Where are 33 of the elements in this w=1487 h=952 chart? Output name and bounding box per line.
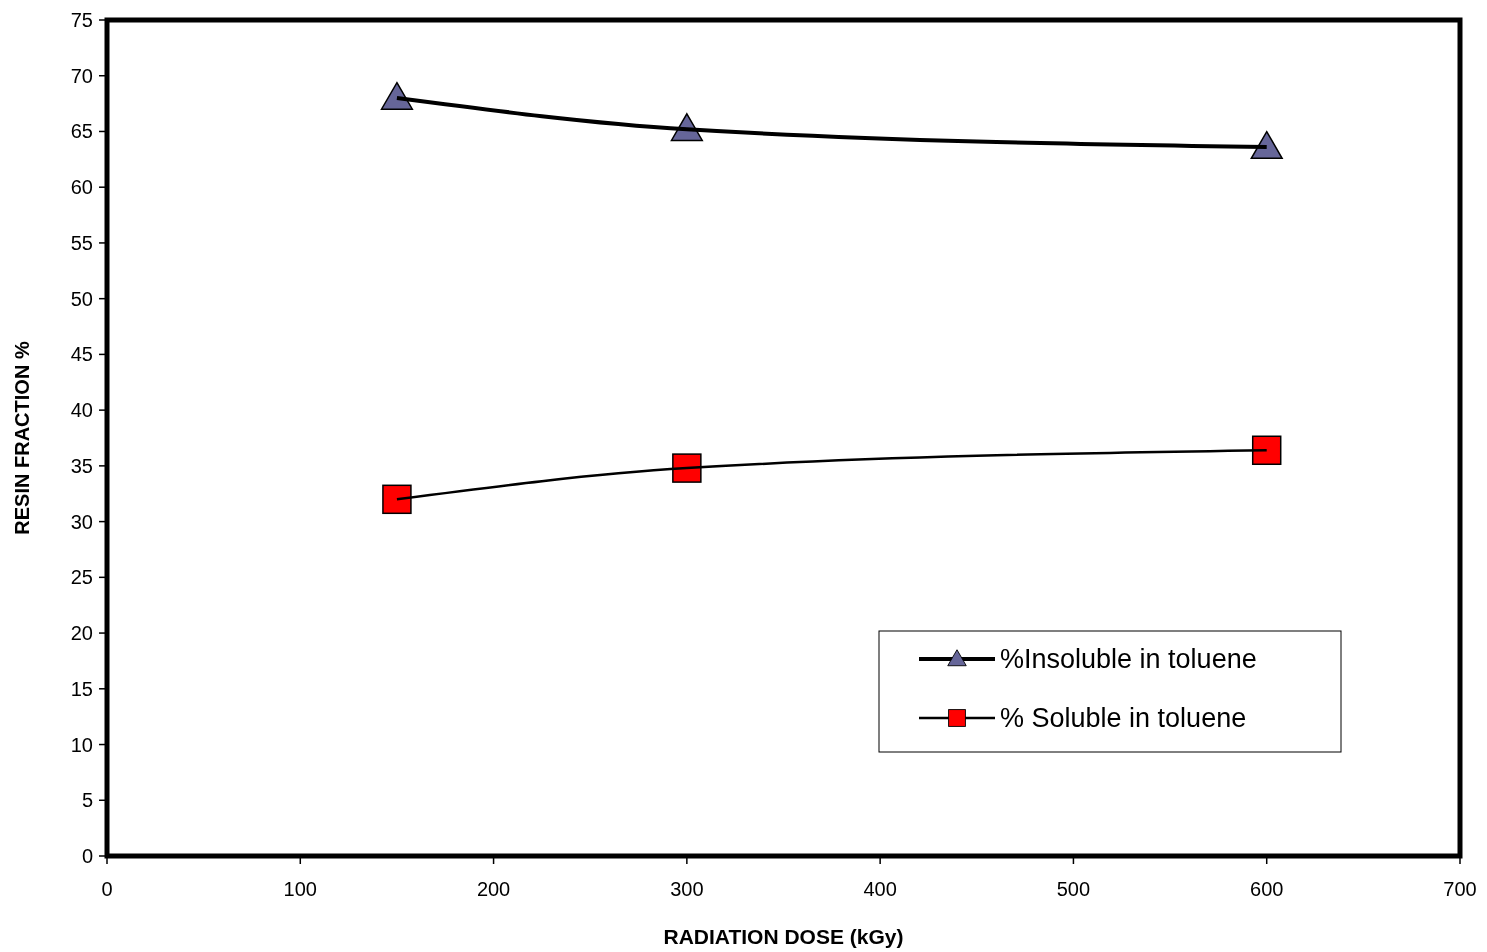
x-tick-label: 600	[1250, 878, 1284, 900]
y-tick-label: 20	[70, 622, 93, 645]
y-tick-label: 60	[70, 176, 93, 199]
x-tick-label: 300	[670, 878, 704, 900]
x-tick-label: 700	[1443, 878, 1477, 900]
y-tick-label: 70	[70, 64, 93, 87]
point	[672, 453, 702, 483]
y-tick-label: 35	[70, 454, 93, 477]
x-axis-title: RADIATION DOSE (kGy)	[663, 925, 904, 948]
point	[382, 484, 412, 515]
y-tick-label: 65	[70, 120, 93, 143]
y-tick-label: 25	[70, 566, 93, 589]
y-tick-label: 40	[70, 399, 93, 422]
point	[380, 81, 414, 110]
x-tick-label: 200	[476, 878, 511, 900]
legend-label: %Insoluble in toluene	[1000, 644, 1257, 675]
point	[1251, 435, 1282, 466]
y-tick-label: 45	[70, 343, 93, 366]
y-tick-label: 15	[70, 677, 93, 700]
y-axis-title: RESIN FRACTION %	[11, 341, 33, 535]
x-tick-label: 100	[283, 878, 317, 900]
legend-label: % Soluble in toluene	[1000, 703, 1247, 734]
y-tick-label: 30	[70, 510, 93, 533]
y-tick-label: 55	[70, 231, 93, 254]
y-tick-label: 10	[70, 733, 93, 756]
x-tick-label: 400	[863, 878, 897, 900]
y-tick-label: 5	[81, 789, 93, 812]
y-tick-label: 0	[81, 845, 93, 867]
y-tick-label: 50	[70, 287, 93, 310]
x-tick-label: 0	[101, 878, 113, 900]
x-tick-label: 500	[1056, 878, 1091, 900]
y-tick-label: 75	[70, 9, 93, 31]
point	[1250, 130, 1283, 160]
